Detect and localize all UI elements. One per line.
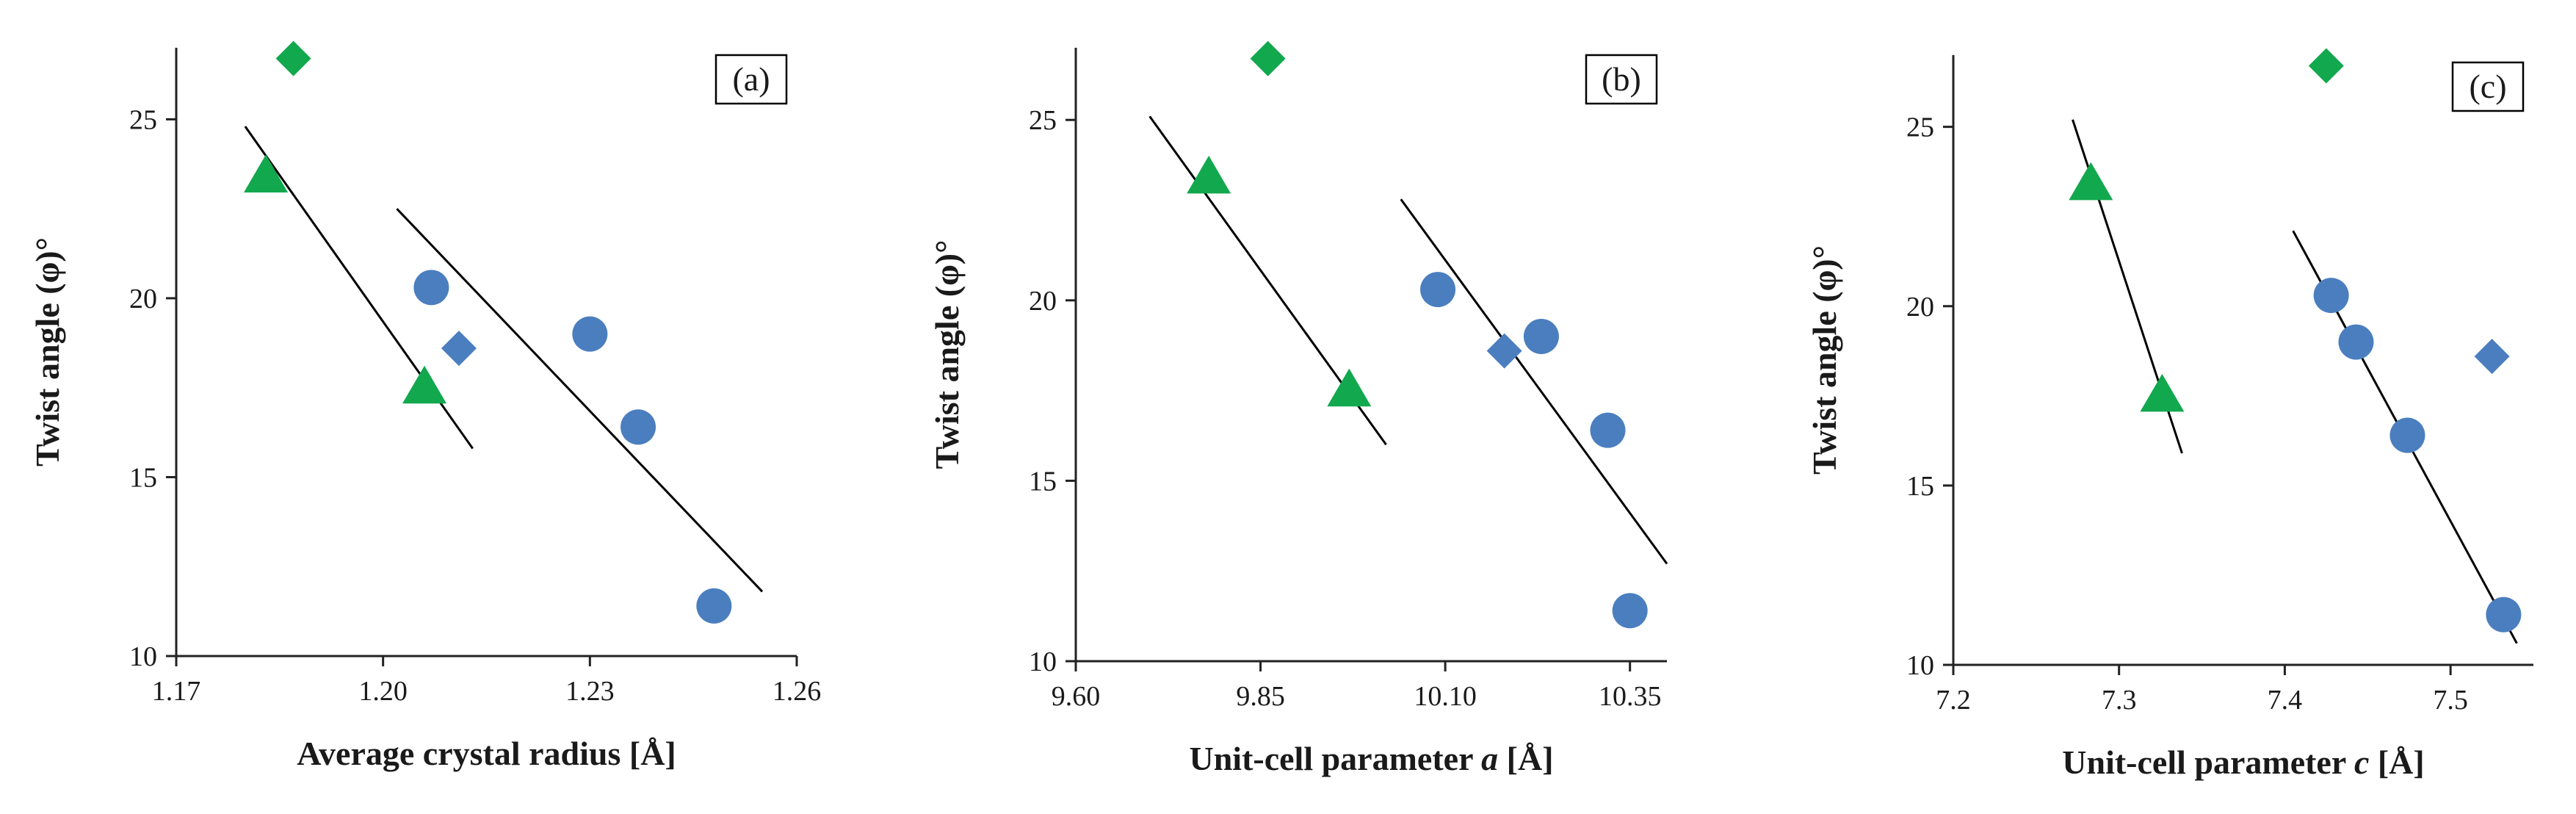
y-tick-label: 10: [1029, 646, 1057, 677]
x-axis-title: Unit-cell parameter a [Å]: [1189, 740, 1553, 777]
blue-circle-point: [1612, 593, 1648, 629]
y-tick-label: 25: [1029, 105, 1057, 136]
panel-label-box: [2451, 61, 2525, 112]
panel-label: (a): [732, 60, 770, 98]
blue-circle-point: [2338, 324, 2374, 360]
y-tick-label: 25: [1906, 112, 1934, 143]
blue-circle-point: [2486, 597, 2522, 633]
blue-circle-point: [2313, 278, 2349, 314]
fit-line: [1400, 198, 1668, 565]
x-tick-label: 1.23: [565, 676, 615, 707]
green-triangle-point: [402, 365, 446, 404]
x-tick-label: 1.20: [358, 676, 408, 707]
x-axis-title: Unit-cell parameter c [Å]: [2062, 743, 2424, 781]
x-axis-title-part: a: [1481, 740, 1498, 777]
blue-circle-point: [1523, 318, 1559, 354]
panel-a: 10 15 20 25 1.17 1.20 1.23 1.26 Average crystal …: [29, 40, 822, 772]
blue-diamond-point: [2474, 339, 2510, 375]
x-axis-title: Average crystal radius [Å]: [297, 735, 676, 772]
blue-circle-point: [621, 409, 656, 445]
blue-circle-point: [1590, 412, 1626, 448]
x-axis-title-part: c: [2354, 743, 2369, 781]
panel-label: (c): [2469, 68, 2506, 105]
x-tick-label: 7.3: [2102, 685, 2137, 716]
blue-circle-point: [1420, 272, 1456, 308]
y-axis-title: Twist angle (φ)°: [29, 237, 66, 467]
green-diamond-point: [2308, 48, 2344, 84]
x-tick-label: 7.4: [2268, 685, 2303, 716]
x-tick-label: 7.5: [2433, 685, 2468, 716]
x-tick-label: 10.35: [1599, 681, 1662, 712]
y-axis-title: Twist angle (φ)°: [1806, 245, 1843, 475]
panel-label-box: [1585, 54, 1658, 105]
y-tick-label: 15: [1029, 466, 1057, 497]
green-diamond-point: [275, 40, 311, 76]
y-tick-label: 15: [1906, 471, 1934, 502]
green-triangle-point: [244, 154, 289, 192]
green-triangle-point: [1187, 155, 1231, 194]
x-tick-label: 7.2: [1936, 685, 1971, 716]
x-axis-title-part: [Å]: [1498, 740, 1553, 777]
x-axis-title-part: Unit-cell parameter: [2062, 743, 2354, 781]
y-tick-label: 20: [129, 284, 157, 314]
green-triangle-point: [2140, 373, 2185, 412]
y-tick-label: 15: [129, 462, 157, 493]
x-tick-label: 10.10: [1414, 681, 1477, 712]
blue-circle-point: [2389, 417, 2425, 453]
x-tick-label: 1.17: [152, 676, 201, 707]
x-tick-label: 9.85: [1236, 681, 1285, 712]
green-triangle-point: [1327, 368, 1372, 407]
x-tick-label: 9.60: [1052, 681, 1101, 712]
blue-circle-point: [572, 316, 608, 352]
y-tick-label: 10: [129, 641, 157, 672]
blue-diamond-point: [1486, 333, 1522, 369]
panel-label-box: [714, 54, 788, 105]
blue-circle-point: [696, 588, 732, 624]
y-tick-label: 20: [1906, 292, 1934, 323]
x-axis-title-part: Unit-cell parameter: [1189, 740, 1481, 777]
panel-b: 10 15 20 25 9.60 9.85 10.10 10.35 Unit-cell para…: [928, 40, 1668, 777]
blue-diamond-point: [441, 331, 477, 367]
x-tick-label: 1.26: [773, 676, 822, 707]
green-diamond-point: [1250, 40, 1286, 76]
x-axis-title-part: [Å]: [2369, 743, 2424, 781]
fit-line: [396, 208, 764, 593]
panel-c: 10 15 20 25 7.2 7.3 7.4 7.5 Unit-cell parameter …: [1806, 48, 2533, 781]
y-tick-label: 20: [1029, 286, 1057, 317]
green-triangle-point: [2069, 162, 2113, 201]
y-axis-title: Twist angle (φ)°: [928, 239, 966, 469]
y-tick-label: 10: [1906, 650, 1934, 681]
blue-circle-point: [413, 270, 449, 306]
y-tick-label: 25: [129, 104, 157, 135]
x-axis-title-part: Average crystal radius [Å]: [297, 735, 676, 772]
panel-label: (b): [1602, 60, 1641, 98]
